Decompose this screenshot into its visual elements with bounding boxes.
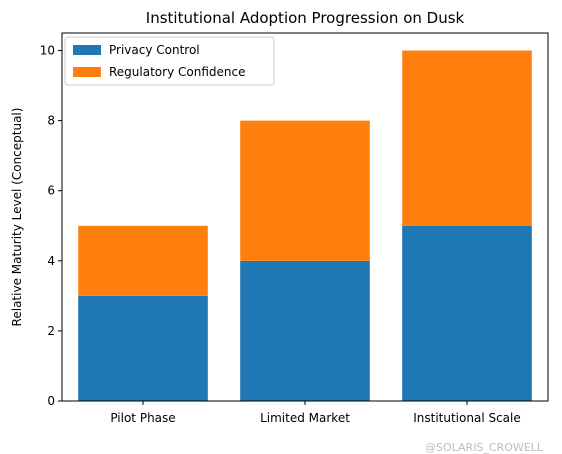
x-axis: Pilot Phase Limited Market Institutional S… <box>110 401 521 425</box>
chart-title: Institutional Adoption Progression on Du… <box>146 9 465 27</box>
y-tick-label: 6 <box>47 184 55 198</box>
x-tick-label: Institutional Scale <box>413 411 521 425</box>
y-tick-label: 8 <box>47 114 55 128</box>
y-tick-label: 4 <box>47 254 55 268</box>
y-tick-label: 2 <box>47 324 55 338</box>
legend-label: Privacy Control <box>109 43 200 57</box>
bar-limited-market-series-2 <box>240 120 370 261</box>
bar-pilot-phase-series-2 <box>78 225 208 296</box>
bars-group <box>78 50 532 401</box>
stacked-bar-chart: Institutional Adoption Progression on Du… <box>10 9 549 425</box>
bar-institutional-scale-series-2 <box>402 50 532 226</box>
bar-institutional-scale-series-1 <box>402 225 532 401</box>
watermark: @SOLARIS_CROWELL <box>425 441 543 454</box>
legend-swatch <box>73 67 101 77</box>
y-tick-label: 10 <box>40 44 55 58</box>
legend-swatch <box>73 45 101 55</box>
bar-pilot-phase-series-1 <box>78 295 208 401</box>
legend-box <box>64 36 275 86</box>
x-tick-label: Pilot Phase <box>110 411 175 425</box>
bar-limited-market-series-1 <box>240 260 370 401</box>
x-tick-label: Limited Market <box>260 411 350 425</box>
y-axis-label: Relative Maturity Level (Conceptual) <box>10 108 24 327</box>
legend: Privacy Control Regulatory Confidence <box>64 36 275 86</box>
y-axis: 0 2 4 6 8 10 <box>40 44 62 408</box>
y-tick-label: 0 <box>47 394 55 408</box>
legend-label: Regulatory Confidence <box>109 65 245 79</box>
